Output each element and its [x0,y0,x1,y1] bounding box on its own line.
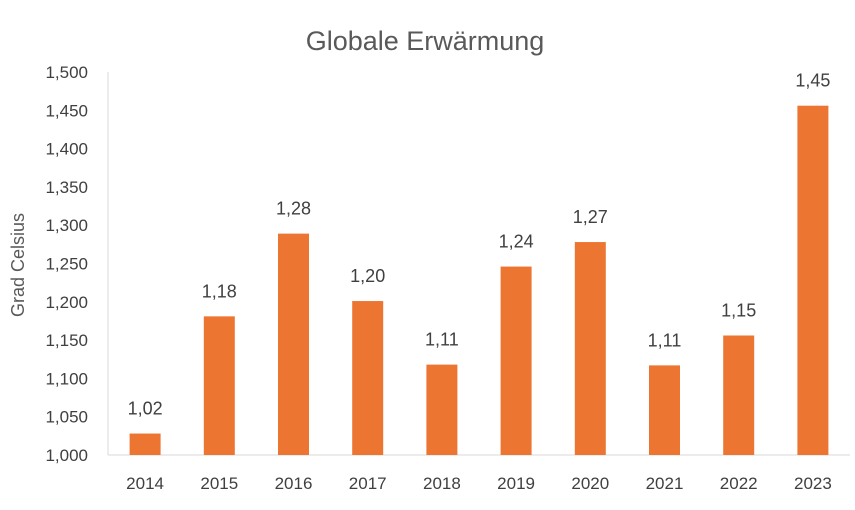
x-tick-label: 2015 [200,474,238,493]
bar [352,301,384,455]
y-tick-label: 1,300 [45,216,88,235]
bar [574,242,606,455]
y-tick-label: 1,150 [45,331,88,350]
data-label: 1,27 [573,207,608,227]
x-tick-label: 2022 [720,474,758,493]
y-tick-label: 1,200 [45,293,88,312]
x-tick-labels: 2014 2015 2016 2017 2018 2019 2020 2021 2022 2023 [126,474,832,493]
y-axis-label: Grad Celsius [8,213,28,317]
y-tick-label: 1,100 [45,369,88,388]
bar [500,266,532,455]
bar [426,364,458,455]
x-tick-label: 2021 [646,474,684,493]
y-tick-label: 1,500 [45,63,88,82]
y-tick-label: 1,000 [45,446,88,465]
bars [129,105,829,455]
bar [723,335,755,455]
data-label: 1,20 [350,266,385,286]
data-labels: 1,02 1,18 1,28 1,20 1,11 1,24 1,27 1,11 1,15 1,45 [128,71,831,419]
data-label: 1,02 [128,399,163,419]
bar [203,316,235,455]
chart-title: Globale Erwärmung [306,26,545,56]
x-tick-label: 2014 [126,474,164,493]
x-tick-label: 2020 [571,474,609,493]
y-tick-label: 1,050 [45,408,88,427]
bar [649,365,680,455]
data-label: 1,11 [648,330,682,350]
y-tick-label: 1,250 [45,255,88,274]
x-tick-label: 2023 [794,474,832,493]
y-tick-labels: 1,000 1,050 1,100 1,150 1,200 1,250 1,300 1,350… [45,63,88,465]
y-tick-label: 1,450 [45,101,88,120]
x-tick-label: 2016 [275,474,313,493]
x-tick-label: 2018 [423,474,461,493]
bar [278,233,309,455]
y-tick-label: 1,350 [45,178,88,197]
bar [129,433,161,455]
x-tick-label: 2017 [349,474,387,493]
data-label: 1,11 [425,330,459,350]
x-tick-label: 2019 [497,474,535,493]
data-label: 1,15 [721,301,756,321]
data-label: 1,18 [202,281,237,301]
bar [797,105,829,455]
data-label: 1,28 [276,199,311,219]
data-label: 1,45 [795,71,830,91]
y-tick-label: 1,400 [45,140,88,159]
data-label: 1,24 [499,232,534,252]
